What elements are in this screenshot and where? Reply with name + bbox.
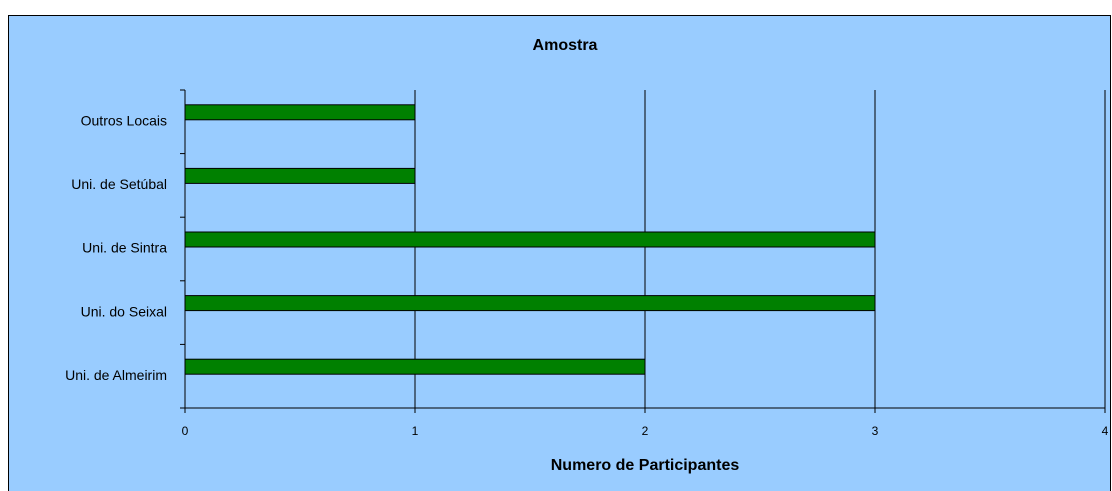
y-tick-label: Uni. do Seixal — [81, 303, 167, 319]
bar — [184, 295, 876, 312]
chart-title: Amostra — [533, 37, 598, 54]
bar — [184, 358, 646, 375]
x-tick-label: 0 — [182, 424, 189, 438]
x-tick-label: 1 — [412, 424, 419, 438]
y-tick-label: Uni. de Almeirim — [65, 367, 167, 383]
x-tick-label: 3 — [872, 424, 879, 438]
bar — [184, 231, 876, 248]
y-tick-label: Uni. de Sintra — [82, 240, 167, 256]
bar — [184, 167, 416, 184]
y-tick-label: Uni. de Setúbal — [71, 176, 167, 192]
chart-area — [8, 15, 1111, 491]
x-axis-label: Numero de Participantes — [551, 457, 740, 474]
bar — [184, 104, 416, 121]
x-tick-label: 2 — [642, 424, 649, 438]
x-tick-label: 4 — [1102, 424, 1109, 438]
y-tick-label: Outros Locais — [81, 113, 167, 129]
